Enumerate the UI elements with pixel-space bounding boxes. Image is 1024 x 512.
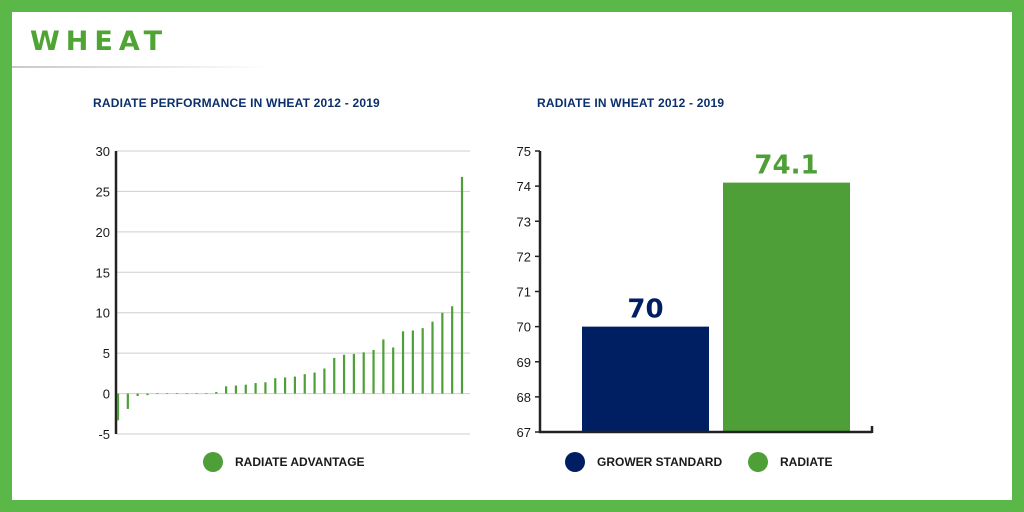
chart2-ytick-label: 69 — [517, 355, 531, 370]
legend-grower-standard: GROWER STANDARD — [565, 452, 722, 472]
chart1-ytick-label: 30 — [96, 144, 110, 159]
chart1-ytick-label: 10 — [96, 306, 110, 321]
chart2-data-label: 70 — [627, 295, 663, 325]
chart2-ytick-label: 71 — [517, 285, 531, 300]
legend-label: GROWER STANDARD — [597, 455, 723, 469]
chart2-ytick-label: 68 — [517, 390, 531, 405]
chart2-data-label: 74.1 — [754, 151, 818, 181]
legend-dot-green — [203, 452, 223, 472]
chart2-bar — [582, 326, 709, 432]
chart2-title: RADIATE IN WHEAT 2012 - 2019 — [537, 96, 725, 110]
chart2-ytick-label: 73 — [517, 214, 531, 229]
legend-dot-green — [748, 452, 768, 472]
legend-label: RADIATE ADVANTAGE — [235, 455, 365, 469]
legend-label: RADIATE — [780, 455, 833, 469]
chart2-bar — [723, 182, 850, 432]
legend-radiate-advantage: RADIATE ADVANTAGE — [203, 452, 365, 472]
chart2-ytick-label: 74 — [517, 179, 531, 194]
chart1-ytick-label: 20 — [96, 225, 110, 240]
chart2-ytick-label: 70 — [517, 320, 531, 335]
chart2-ytick-label: 75 — [517, 144, 531, 159]
page-title: WHEAT — [30, 26, 169, 57]
title-divider — [12, 66, 272, 68]
chart1-ytick-label: 15 — [96, 265, 110, 280]
legend-dot-navy — [565, 452, 585, 472]
chart1-ytick-label: 5 — [103, 346, 110, 361]
chart1-ytick-label: 0 — [103, 387, 110, 402]
legend-radiate: RADIATE — [748, 452, 832, 472]
chart1-ytick-label: 25 — [96, 184, 110, 199]
chart2-ytick-label: 67 — [517, 425, 531, 440]
chart1-title: RADIATE PERFORMANCE IN WHEAT 2012 - 2019 — [93, 96, 380, 110]
chart1-ytick-label: -5 — [98, 427, 110, 442]
chart2-ytick-label: 72 — [517, 249, 531, 264]
